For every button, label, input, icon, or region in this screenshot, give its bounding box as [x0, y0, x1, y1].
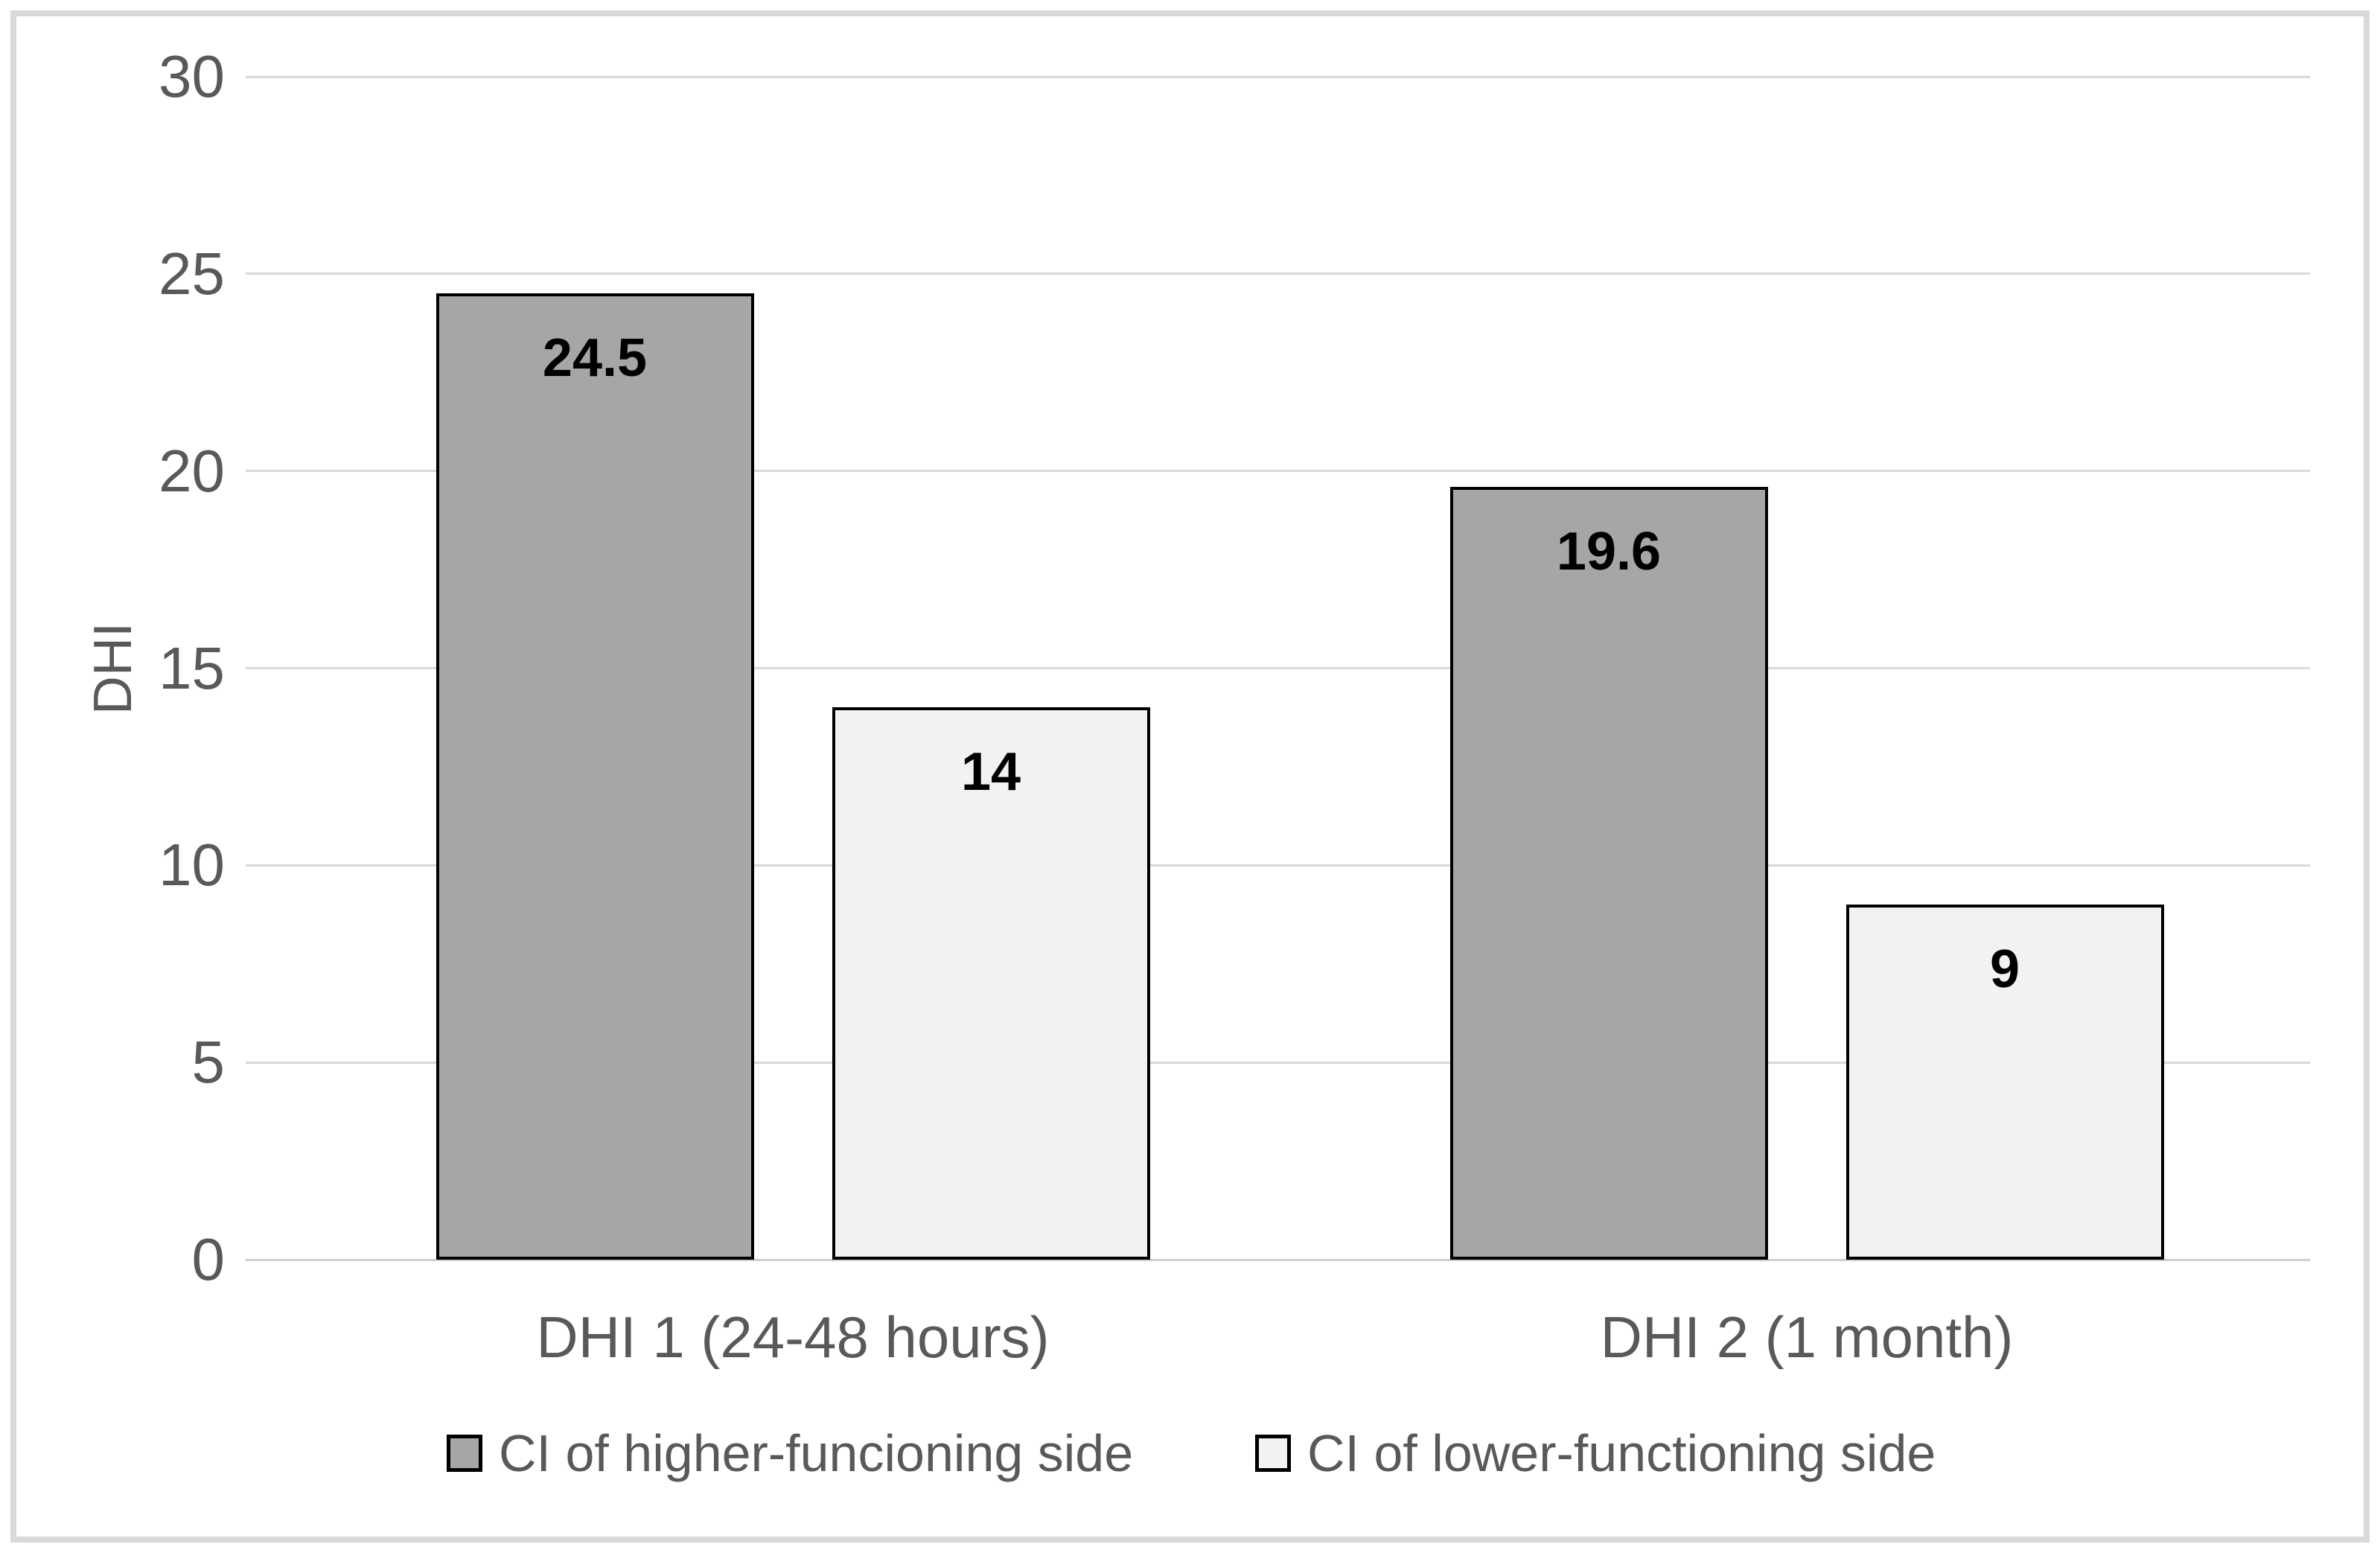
y-tick-label: 10: [159, 832, 225, 899]
bar-lower-functioning-side: 9: [1845, 905, 2164, 1260]
gridline: [246, 1061, 2310, 1064]
y-tick-label: 25: [159, 240, 225, 307]
legend-label: CI of lower-functioning side: [1307, 1424, 1936, 1482]
y-tick-label: 15: [159, 634, 225, 701]
figure-border: [10, 10, 2370, 1543]
gridline: [246, 667, 2310, 669]
x-category-label: DHI 1 (24-48 hours): [536, 1304, 1050, 1370]
legend-label: CI of higher-funcioning side: [499, 1424, 1134, 1482]
y-tick-label: 5: [191, 1029, 226, 1096]
x-axis-line: [246, 1258, 2310, 1261]
gridline: [246, 864, 2310, 867]
y-tick-label: 0: [191, 1226, 226, 1292]
bar-value-label: 9: [1989, 940, 2020, 1000]
legend-item: CI of higher-funcioning side: [447, 1424, 1134, 1482]
gridline: [246, 272, 2310, 275]
bar-value-label: 14: [960, 742, 1021, 803]
bar-higher-functioning-side: 24.5: [436, 293, 754, 1260]
gridline: [246, 470, 2310, 473]
x-category-label: DHI 2 (1 month): [1600, 1304, 2014, 1370]
bar-higher-functioning-side: 19.6: [1449, 486, 1768, 1260]
legend-swatch-icon: [447, 1435, 482, 1472]
gridline: [246, 75, 2310, 78]
legend-swatch-icon: [1255, 1435, 1291, 1472]
bar-lower-functioning-side: 14: [832, 707, 1150, 1260]
y-tick-label: 30: [159, 43, 225, 109]
bar-value-label: 19.6: [1556, 521, 1662, 581]
bar-value-label: 24.5: [542, 328, 648, 389]
legend-item: CI of lower-functioning side: [1255, 1424, 1936, 1482]
y-tick-label: 20: [159, 437, 225, 504]
